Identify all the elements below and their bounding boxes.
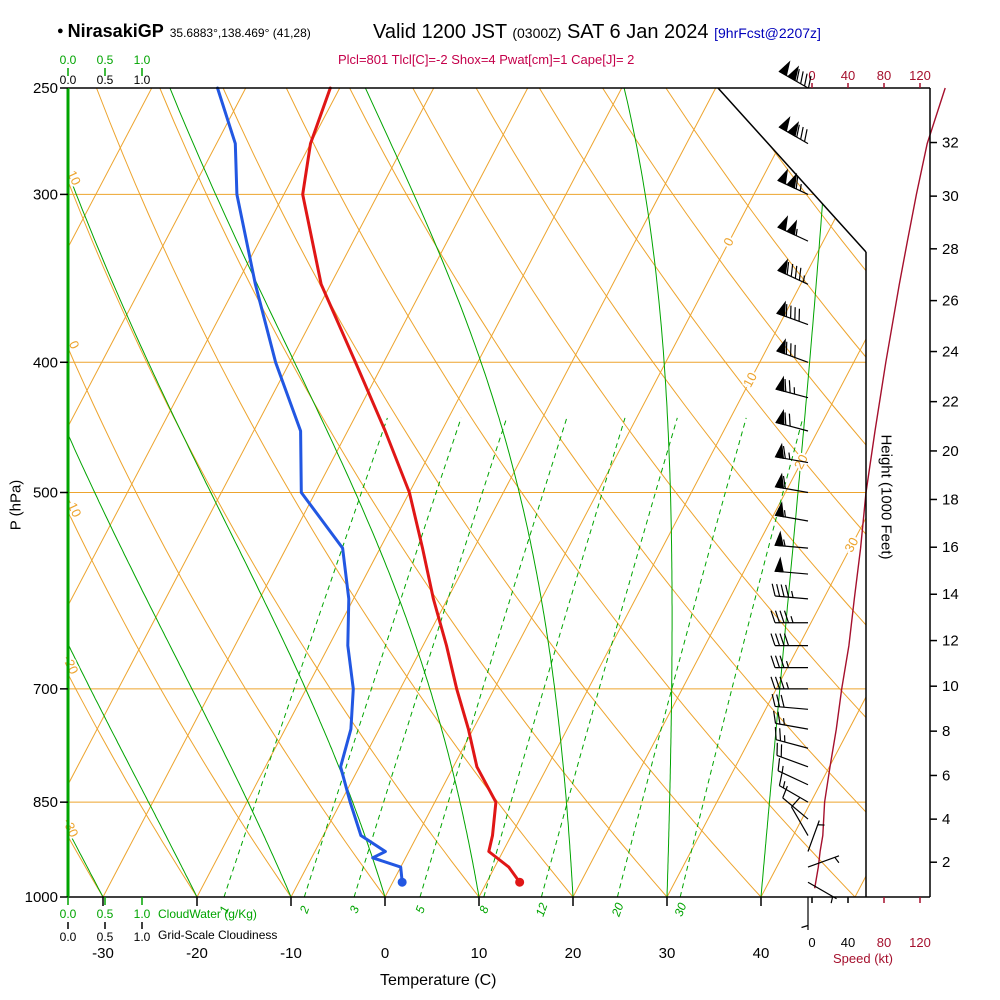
svg-text:120: 120 [909, 68, 931, 83]
svg-text:10: 10 [942, 678, 959, 695]
svg-text:40: 40 [841, 935, 855, 950]
svg-text:2: 2 [942, 854, 950, 871]
station-title: ● NirasakiGP 35.6883°,138.469° (41,28) [57, 21, 311, 42]
cloudwater-axis-label: CloudWater (g/Kg) [158, 907, 257, 921]
svg-text:-30: -30 [92, 945, 114, 962]
grid-mixing-ratio-lines [223, 417, 804, 897]
svg-text:40: 40 [753, 945, 770, 962]
svg-text:30: 30 [841, 535, 861, 555]
svg-text:-30: -30 [60, 816, 82, 839]
svg-text:80: 80 [877, 68, 891, 83]
svg-text:32: 32 [942, 135, 959, 152]
svg-text:3: 3 [347, 904, 363, 915]
svg-text:250: 250 [33, 80, 58, 97]
speed-axis-label: Speed (kt) [833, 951, 893, 966]
temperature-axis-label: Temperature (C) [380, 972, 497, 989]
svg-text:8: 8 [942, 723, 950, 740]
svg-text:500: 500 [33, 485, 58, 502]
valid-time-title: Valid 1200 JST (0300Z) SAT 6 Jan 2024 [9… [373, 21, 821, 44]
svg-text:26: 26 [942, 293, 959, 310]
svg-text:28: 28 [942, 241, 959, 258]
valid-label: Valid 1200 JST [373, 21, 507, 43]
valid-z-time: (0300Z) [512, 25, 562, 41]
svg-text:20: 20 [608, 901, 626, 920]
svg-text:12: 12 [942, 633, 959, 650]
temperature-curve [301, 86, 522, 884]
valid-date: SAT 6 Jan 2024 [566, 21, 709, 43]
svg-text:22: 22 [942, 394, 959, 411]
station-marker-icon: ● [57, 25, 64, 37]
svg-text:300: 300 [33, 186, 58, 203]
svg-text:10: 10 [740, 370, 760, 390]
svg-text:12: 12 [533, 901, 551, 919]
svg-text:5: 5 [413, 904, 429, 915]
svg-text:16: 16 [942, 539, 959, 556]
grid-orange [68, 88, 866, 897]
svg-text:18: 18 [942, 491, 959, 508]
svg-text:1.0: 1.0 [134, 907, 151, 921]
svg-text:40: 40 [841, 68, 855, 83]
svg-text:24: 24 [942, 344, 959, 361]
station-name: NirasakiGP [67, 21, 164, 41]
cloud-scale-rows: 0.0 0.0 0.0 0.0 0.5 0.5 0.5 0.5 1.0 1.0 1.0 1.0 [60, 53, 151, 944]
svg-text:0: 0 [381, 945, 389, 962]
svg-text:30: 30 [672, 901, 690, 919]
svg-text:0.0: 0.0 [60, 73, 77, 87]
svg-text:1.0: 1.0 [134, 73, 151, 87]
height-axis-label: Height (1000 Feet) [877, 434, 895, 560]
svg-text:0: 0 [808, 935, 815, 950]
cloudiness-axis-label: Grid-Scale Cloudiness [158, 928, 278, 942]
svg-text:0: 0 [720, 235, 737, 248]
svg-text:850: 850 [33, 794, 58, 811]
svg-text:20: 20 [565, 945, 582, 962]
temperature-ticks: -30 -20 -10 0 10 20 30 40 [92, 897, 769, 962]
dewpoint-curve [216, 86, 404, 884]
speed-ticks: 0 0 40 40 80 80 120 120 [808, 68, 930, 950]
svg-text:2: 2 [297, 904, 313, 916]
svg-text:0.0: 0.0 [60, 930, 77, 944]
svg-text:30: 30 [942, 188, 959, 205]
svg-text:10: 10 [471, 945, 488, 962]
svg-text:0.0: 0.0 [60, 53, 77, 67]
svg-text:1.0: 1.0 [134, 53, 151, 67]
svg-text:0.5: 0.5 [97, 53, 114, 67]
mixing-ratio-labels: 1 2 3 5 8 12 20 30 [215, 899, 691, 921]
svg-text:-20: -20 [60, 653, 82, 676]
svg-text:4: 4 [942, 811, 950, 828]
svg-text:14: 14 [942, 586, 959, 603]
svg-text:-10: -10 [63, 496, 85, 519]
svg-text:120: 120 [909, 935, 931, 950]
svg-text:6: 6 [942, 767, 950, 784]
svg-text:80: 80 [877, 935, 891, 950]
svg-text:-20: -20 [186, 945, 208, 962]
temperature-surface-dot [515, 877, 525, 887]
svg-text:20: 20 [942, 443, 959, 460]
forecast-tag: [9hrFcst@2207z] [714, 25, 821, 41]
svg-text:1.0: 1.0 [134, 930, 151, 944]
svg-text:0.0: 0.0 [60, 907, 77, 921]
svg-text:0.5: 0.5 [97, 73, 114, 87]
dewpoint-surface-dot [397, 877, 407, 887]
svg-text:0: 0 [808, 68, 815, 83]
svg-text:400: 400 [33, 354, 58, 371]
svg-text:0.5: 0.5 [97, 930, 114, 944]
pressure-ticks: 250 300 400 500 700 850 1000 [25, 80, 68, 906]
pressure-axis-label: P (hPa) [7, 479, 25, 531]
wind-barbs [770, 60, 840, 930]
svg-text:-10: -10 [280, 945, 302, 962]
grid-moist-adiabats [68, 88, 831, 897]
svg-text:0.5: 0.5 [97, 907, 114, 921]
sounding-parameters: Plcl=801 Tlcl[C]=-2 Shox=4 Pwat[cm]=1 Ca… [338, 52, 635, 67]
svg-text:1000: 1000 [25, 889, 58, 906]
wind-speed-curve [814, 87, 946, 889]
station-coords: 35.6883°,138.469° (41,28) [169, 26, 311, 40]
svg-text:700: 700 [33, 681, 58, 698]
svg-text:30: 30 [659, 945, 676, 962]
